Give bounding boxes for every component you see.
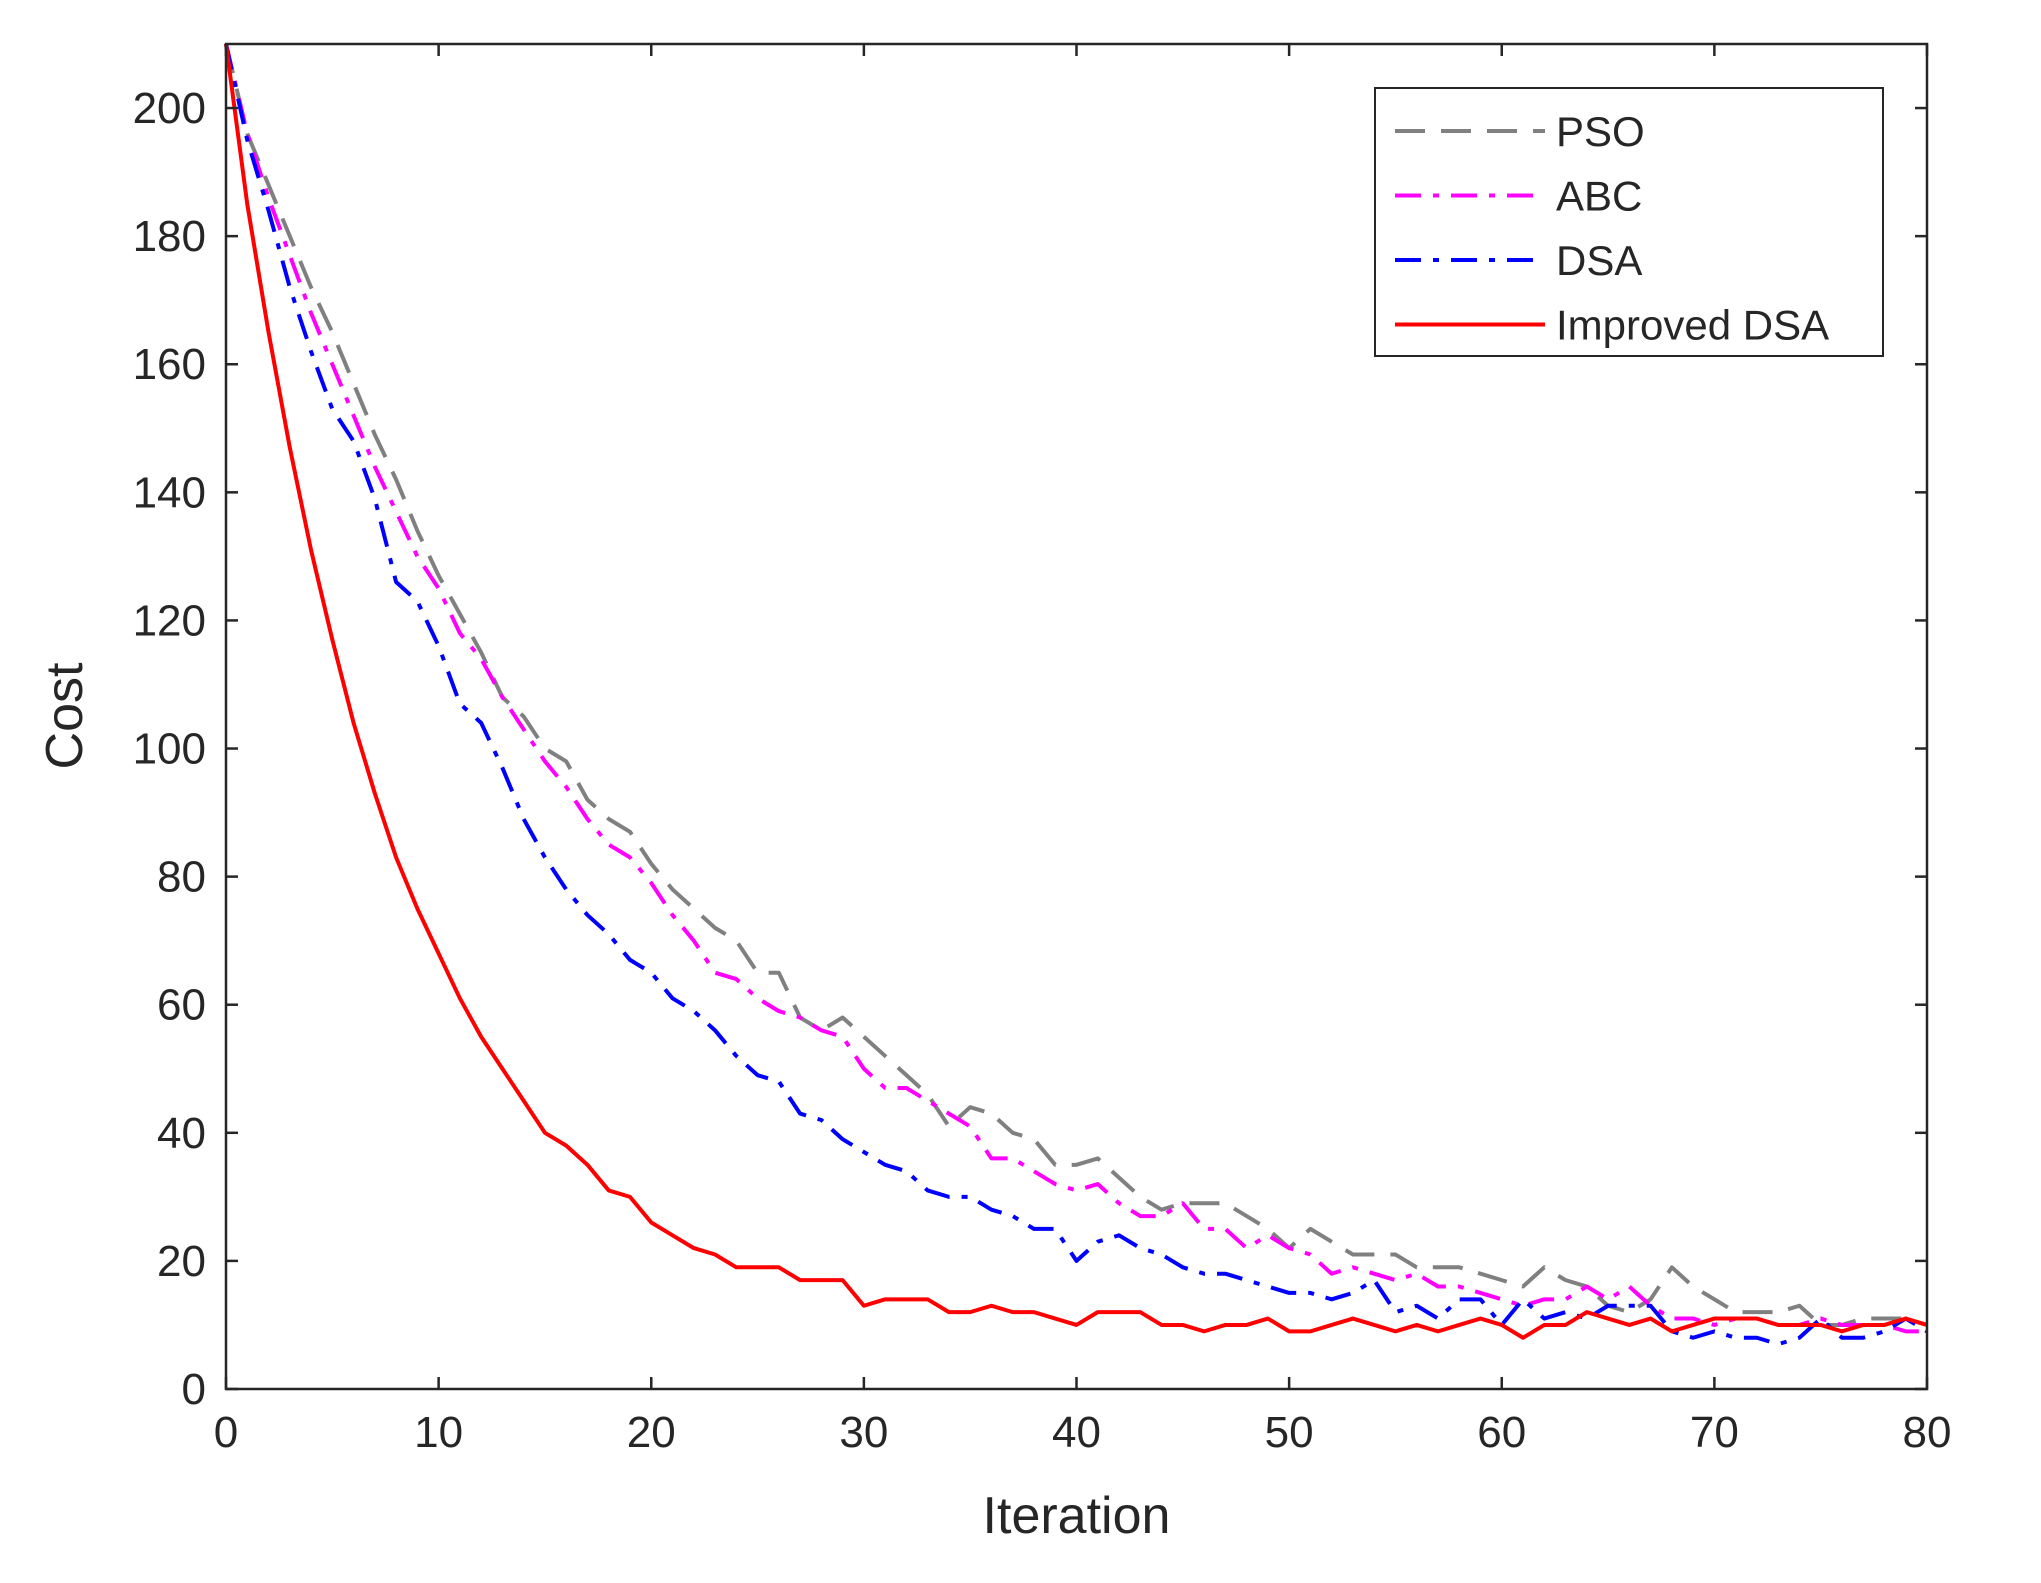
legend-label-improved-dsa: Improved DSA xyxy=(1556,302,1829,349)
x-tick-label: 0 xyxy=(214,1408,238,1457)
y-tick-label: 120 xyxy=(133,596,206,645)
legend-label-dsa: DSA xyxy=(1556,237,1642,284)
series-line-improved-dsa xyxy=(224,43,1928,1340)
series-line-dsa xyxy=(224,43,1929,1347)
legend-label-abc: ABC xyxy=(1556,173,1642,220)
y-axis-title: Cost xyxy=(36,662,94,769)
y-tick-label: 60 xyxy=(157,981,206,1030)
x-tick-label: 40 xyxy=(1052,1408,1101,1457)
x-tick-label: 70 xyxy=(1690,1408,1739,1457)
series-layer xyxy=(224,43,1929,1347)
y-tick-label: 40 xyxy=(157,1109,206,1158)
x-tick-label: 80 xyxy=(1903,1408,1952,1457)
x-axis-title: Iteration xyxy=(983,1487,1171,1545)
y-tick-label: 200 xyxy=(133,84,206,133)
y-tick-label: 160 xyxy=(133,340,206,389)
y-tick-label: 80 xyxy=(157,853,206,902)
x-tick-label: 50 xyxy=(1265,1408,1314,1457)
y-tick-label: 180 xyxy=(133,212,206,261)
series-line-abc xyxy=(224,43,1927,1334)
y-tick-label: 0 xyxy=(182,1365,206,1414)
x-tick-label: 30 xyxy=(839,1408,888,1457)
x-tick-label: 60 xyxy=(1477,1408,1526,1457)
x-tick-label: 20 xyxy=(627,1408,676,1457)
x-tick-label: 10 xyxy=(414,1408,463,1457)
y-tick-label: 140 xyxy=(133,468,206,517)
y-tick-label: 20 xyxy=(157,1237,206,1286)
legend: PSO ABC DSA Improved DSA xyxy=(1374,87,1884,357)
series-line-pso xyxy=(224,43,1928,1327)
axis-ticks: 0 10 20 30 40 50 60 70 80 0 20 40 60 80 100 120 140 160 18… xyxy=(133,44,1952,1457)
y-tick-label: 100 xyxy=(133,725,206,774)
legend-label-pso: PSO xyxy=(1556,108,1645,155)
